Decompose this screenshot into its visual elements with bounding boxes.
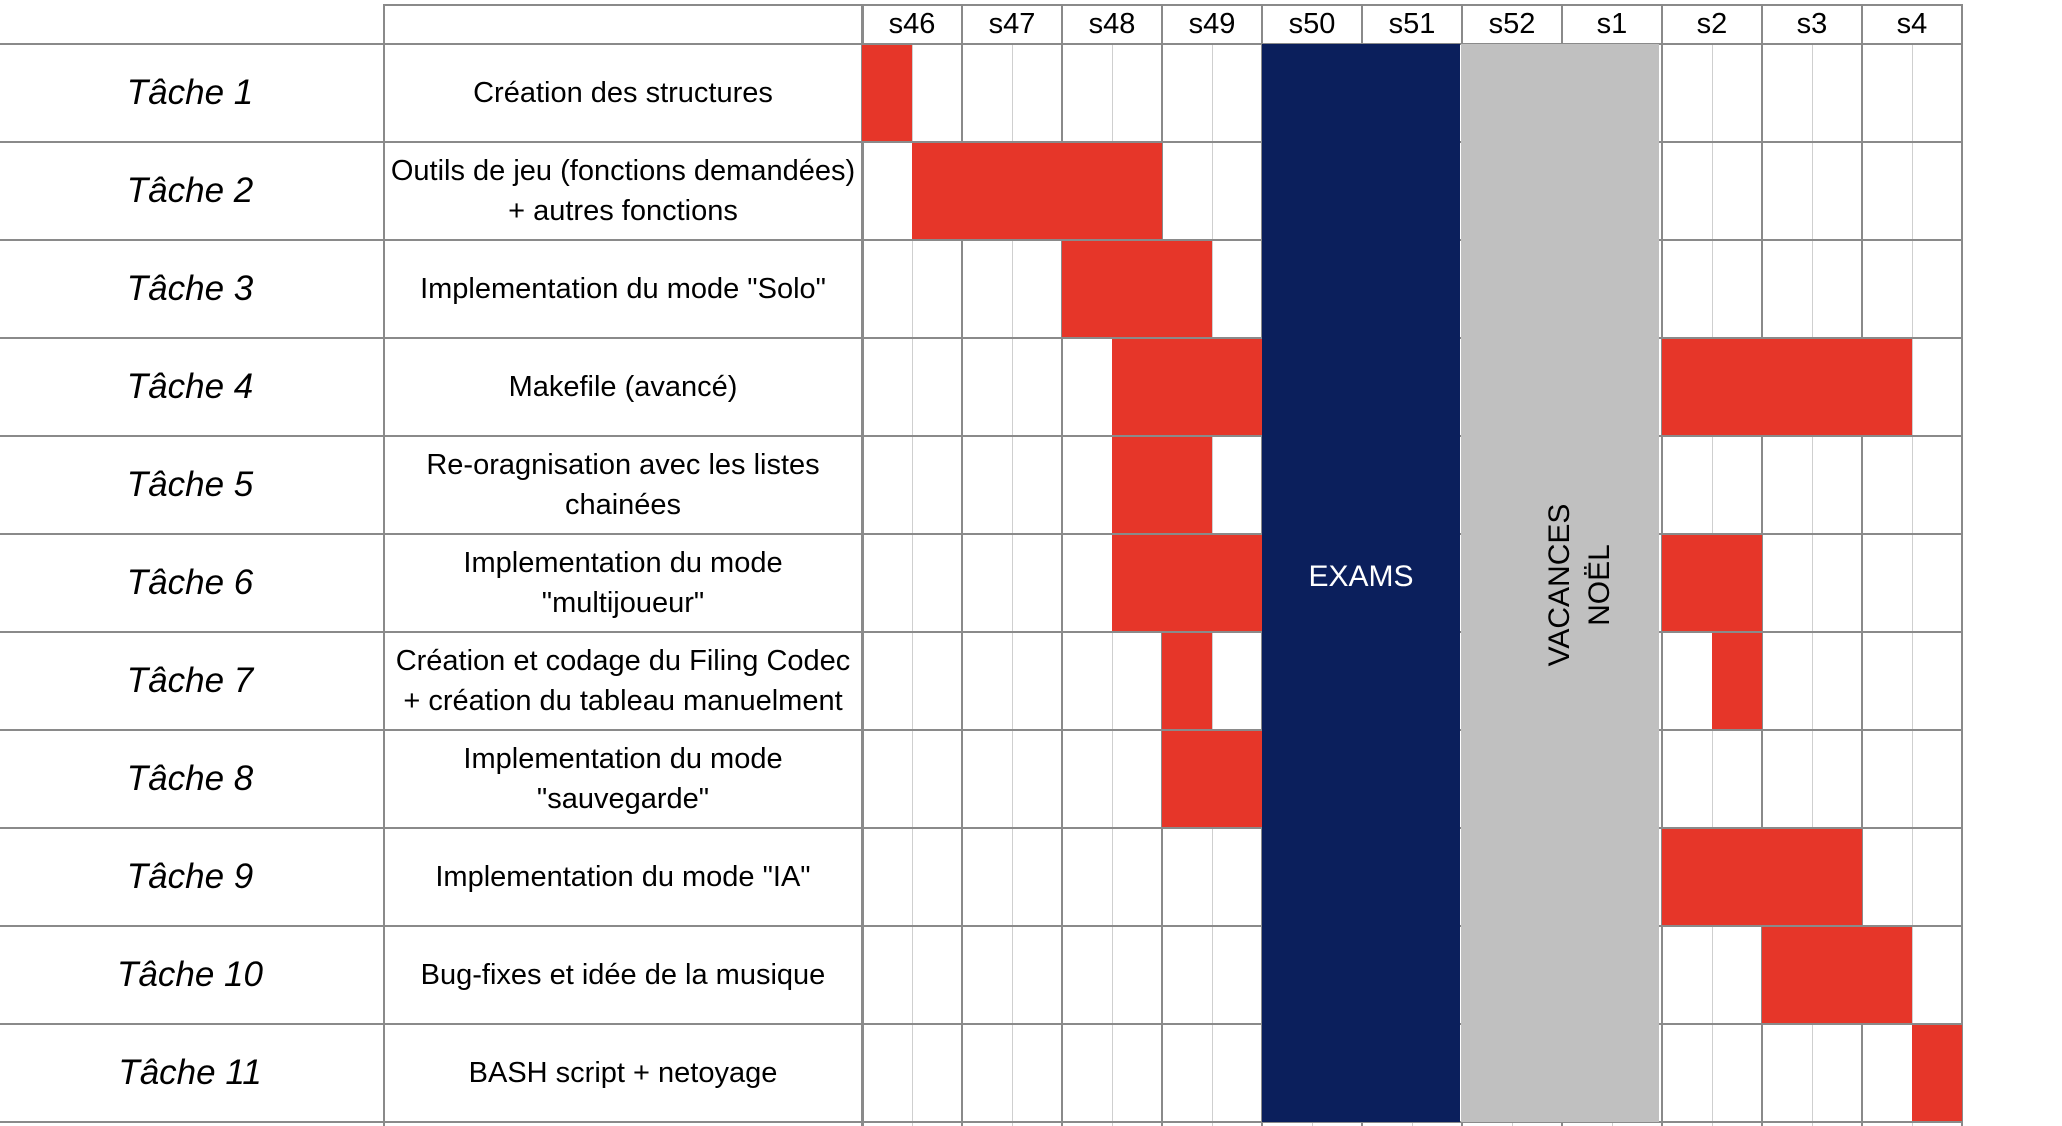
row-border (0, 533, 1962, 535)
half-week-border (1812, 44, 1813, 1126)
row-border (0, 1023, 1962, 1025)
task-name: Tâche 1 (126, 73, 254, 112)
task-description-line: + création du tableau manuelment (403, 685, 843, 717)
half-week-border (912, 44, 913, 1126)
task-description-line: Implementation du mode (463, 547, 783, 579)
week-label-s47: s47 (988, 8, 1036, 40)
half-week-border (1912, 44, 1913, 1126)
task-name: Tâche 11 (118, 1053, 262, 1092)
task-description: Implementation du mode "IA" (384, 828, 862, 926)
task-bar (1162, 633, 1212, 729)
task-name: Tâche 8 (126, 759, 254, 798)
task-description-line: Implementation du mode "IA" (435, 861, 811, 893)
header-bottom-border (0, 43, 1962, 45)
task-description: Création et codage du Filing Codec + créa… (384, 632, 862, 730)
vacances-label: VACANCES NOËL (1543, 503, 1616, 667)
task-name: Tâche 9 (126, 857, 254, 896)
row-border (0, 631, 1962, 633)
task-description: Outils de jeu (fonctions demandées) + aut… (384, 142, 862, 240)
half-week-border (1012, 44, 1013, 1126)
task-description-line: + autres fonctions (508, 195, 738, 227)
week-label-s48: s48 (1088, 8, 1136, 40)
task-description-line: "sauvegarde" (536, 783, 710, 815)
task-bar (1712, 633, 1762, 729)
header-top-border (383, 4, 1962, 6)
week-label-s51: s51 (1388, 8, 1436, 40)
task-description-line: Création des structures (473, 77, 773, 109)
row-border (0, 337, 1962, 339)
week-label-s46: s46 (888, 8, 936, 40)
week-border (1761, 4, 1763, 1126)
week-border (1061, 4, 1063, 1126)
row-border (0, 1121, 1962, 1123)
week-label-s1: s1 (1596, 8, 1628, 40)
task-bar (1112, 535, 1262, 631)
task-description: Implementation du mode "multijoueur" (384, 534, 862, 632)
task-bar (1112, 339, 1262, 435)
task-name: Tâche 2 (126, 171, 254, 210)
task-name: Tâche 6 (126, 563, 254, 602)
task-bar (1062, 241, 1212, 337)
task-description-line: Création et codage du Filing Codec (395, 645, 851, 677)
task-description: Implementation du mode "Solo" (384, 240, 862, 338)
task-bar (1662, 339, 1912, 435)
week-label-s50: s50 (1288, 8, 1336, 40)
task-bar (1912, 1025, 1962, 1121)
task-description: BASH script + netoyage (384, 1024, 862, 1122)
exams-label: EXAMS (1308, 560, 1414, 593)
task-description: Implementation du mode "sauvegarde" (384, 730, 862, 828)
task-description-line: Outils de jeu (fonctions demandées) (390, 155, 856, 187)
task-name: Tâche 10 (117, 955, 263, 994)
task-description: Bug-fixes et idée de la musique (384, 926, 862, 1024)
week-label-s4: s4 (1896, 8, 1928, 40)
task-description-line: "multijoueur" (541, 587, 705, 619)
week-label-s3: s3 (1796, 8, 1828, 40)
task-description-line: BASH script + netoyage (468, 1057, 778, 1089)
week-border (1961, 4, 1963, 1126)
week-label-s2: s2 (1696, 8, 1728, 40)
task-bar (1762, 927, 1912, 1023)
vacances-block (1461, 44, 1659, 1122)
row-border (0, 925, 1962, 927)
task-name: Tâche 5 (126, 465, 254, 504)
task-bar (1162, 731, 1262, 827)
row-border (0, 239, 1962, 241)
week-label-s52: s52 (1488, 8, 1536, 40)
task-bar (1662, 829, 1862, 925)
row-border (0, 827, 1962, 829)
task-bar (862, 45, 912, 141)
task-description: Création des structures (384, 44, 862, 142)
task-bar (1112, 437, 1212, 533)
task-description: Makefile (avancé) (384, 338, 862, 436)
row-border (0, 435, 1962, 437)
week-border (961, 4, 963, 1126)
task-name: Tâche 4 (126, 367, 254, 406)
column-border (383, 4, 385, 1126)
row-border (0, 141, 1962, 143)
week-border (1861, 4, 1863, 1126)
week-border (861, 4, 863, 1126)
task-description-line: Bug-fixes et idée de la musique (420, 959, 826, 991)
task-description: Re-oragnisation avec les listes chainées (384, 436, 862, 534)
task-description-line: chainées (564, 489, 682, 521)
task-name: Tâche 3 (126, 269, 254, 308)
column-border (862, 4, 864, 1126)
task-bar (912, 143, 1162, 239)
task-description-line: Implementation du mode "Solo" (420, 273, 826, 305)
task-description-line: Re-oragnisation avec les listes (426, 449, 820, 481)
task-name: Tâche 7 (126, 661, 254, 700)
week-label-s49: s49 (1188, 8, 1236, 40)
task-description-line: Implementation du mode (463, 743, 783, 775)
row-border (0, 729, 1962, 731)
task-bar (1662, 535, 1762, 631)
exams-block (1262, 44, 1460, 1122)
task-description-line: Makefile (avancé) (508, 371, 738, 403)
